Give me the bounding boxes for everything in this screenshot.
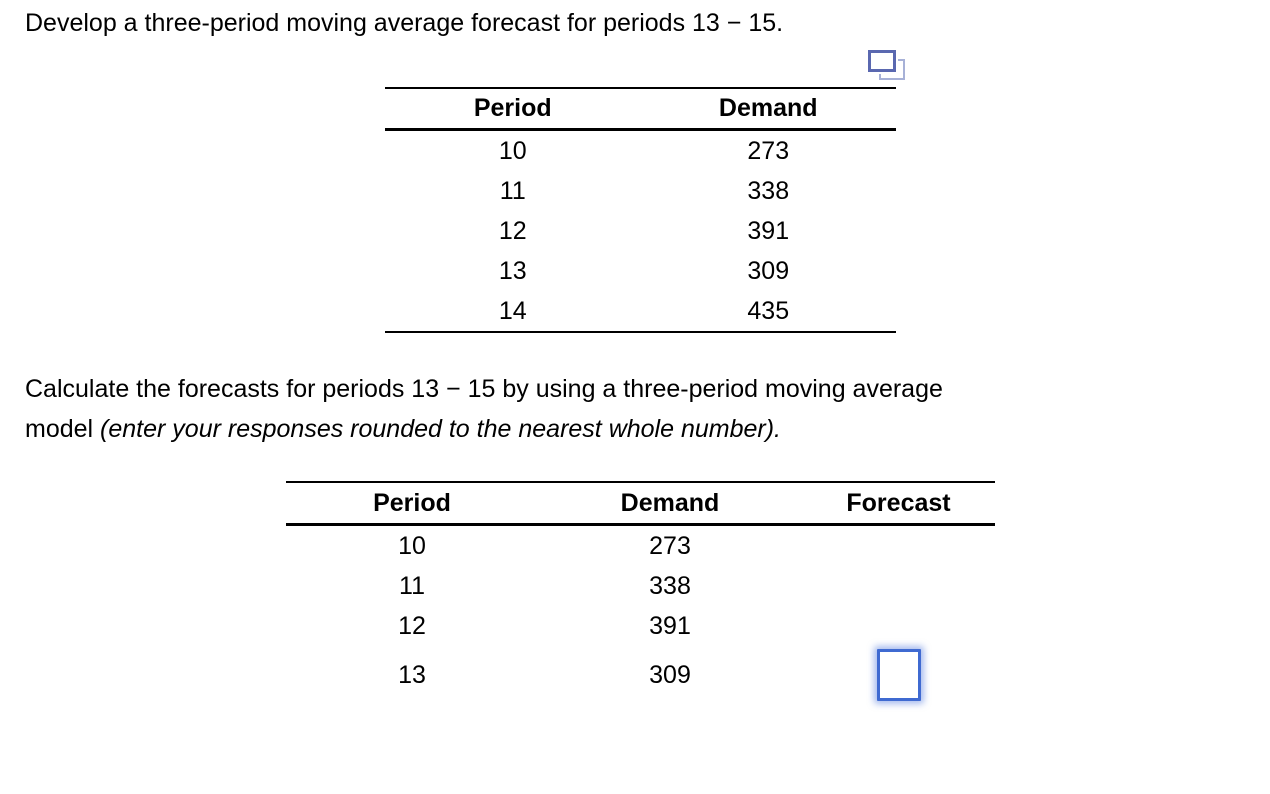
demand-cell: 309 <box>649 660 691 689</box>
demand-cell: 273 <box>649 531 691 560</box>
table-row: 14 435 <box>385 291 896 331</box>
forecast-answer-table: Period Demand Forecast 10 273 11 338 12 … <box>286 481 995 704</box>
table-row: 10 273 <box>385 131 896 171</box>
copy-icon[interactable] <box>868 50 906 81</box>
period-cell: 13 <box>398 660 426 689</box>
demand-cell: 391 <box>649 611 691 640</box>
column-header-forecast: Forecast <box>846 488 951 517</box>
forecast-cell-empty <box>802 566 995 606</box>
demand-cell: 273 <box>747 136 790 165</box>
question-title: Develop a three-period moving average fo… <box>25 9 784 37</box>
demand-cell: 338 <box>649 571 691 600</box>
demand-cell: 435 <box>747 296 790 325</box>
column-header-demand: Demand <box>718 94 818 122</box>
instruction-line-2: model (enter your responses rounded to t… <box>25 409 943 449</box>
forecast-cell <box>802 646 995 704</box>
column-header-demand: Demand <box>620 488 720 517</box>
instruction-line-2-italic: (enter your responses rounded to the nea… <box>100 415 781 443</box>
demand-history-table: Period Demand 10 273 11 338 12 391 13 30… <box>385 87 896 333</box>
period-cell: 14 <box>498 296 527 325</box>
instruction-text: Calculate the forecasts for periods 13 −… <box>25 369 943 449</box>
period-cell: 12 <box>498 216 527 245</box>
period-cell: 12 <box>398 611 426 640</box>
period-cell: 10 <box>498 136 527 165</box>
table-row: 13 309 <box>385 251 896 291</box>
column-header-period: Period <box>373 488 451 517</box>
copy-icon-front-rect <box>868 50 896 72</box>
period-cell: 11 <box>399 571 425 600</box>
table-row: 11 338 <box>286 566 995 606</box>
instruction-line-1: Calculate the forecasts for periods 13 −… <box>25 375 943 403</box>
table-row: 13 309 <box>286 646 995 704</box>
table-header-row: Period Demand <box>385 89 896 128</box>
instruction-line-2-regular: model <box>25 415 101 443</box>
demand-cell: 338 <box>747 176 790 205</box>
demand-cell: 309 <box>747 256 790 285</box>
demand-cell: 391 <box>747 216 790 245</box>
forecast-cell-empty <box>802 606 995 646</box>
table-row: 10 273 <box>286 526 995 566</box>
header-separator-line <box>385 128 896 131</box>
table-header-row: Period Demand Forecast <box>286 483 995 523</box>
table-row: 12 391 <box>385 211 896 251</box>
forecast-input[interactable] <box>876 649 921 701</box>
table-row: 12 391 <box>286 606 995 646</box>
forecast-cell-empty <box>802 526 995 566</box>
header-separator-line <box>286 523 995 526</box>
period-cell: 13 <box>498 256 527 285</box>
table-row: 11 338 <box>385 171 896 211</box>
period-cell: 10 <box>398 531 426 560</box>
period-cell: 11 <box>499 176 526 205</box>
column-header-period: Period <box>473 94 552 122</box>
